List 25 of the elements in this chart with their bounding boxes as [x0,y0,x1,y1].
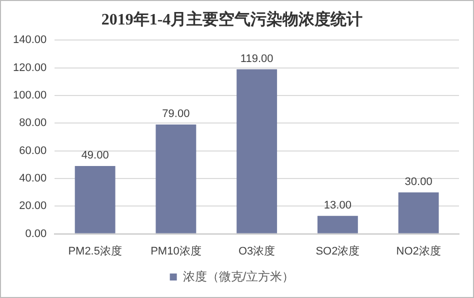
y-tick-label: 120.00 [12,62,47,74]
data-label: 13.00 [324,199,352,212]
data-label: 119.00 [240,52,274,65]
bar [236,69,278,234]
y-tick-label: 60.00 [19,144,47,157]
y-tick-label: 100.00 [12,90,47,102]
x-tick-label: PM10浓度 [150,244,202,258]
data-label: 79.00 [162,108,190,120]
bar [74,166,116,234]
x-tick-label: O3浓度 [238,244,276,258]
bar [317,216,358,234]
y-tick-label: 80.00 [19,117,47,130]
x-tick-label: NO2浓度 [396,244,441,258]
y-tick-label: 20.00 [19,200,47,212]
data-label: 49.00 [81,150,109,162]
bar [156,124,196,234]
bar [398,192,439,234]
chart-title: 2019年1-4月主要空气污染物浓度统计 [101,10,363,29]
y-tick-label: 40.00 [19,172,47,185]
y-tick-label: 0.00 [25,228,47,240]
legend-label: 浓度（微克/立方米） [182,269,294,284]
y-tick-label: 140.00 [12,34,47,46]
data-label: 30.00 [404,176,432,188]
x-tick-label: SO2浓度 [316,244,360,258]
x-tick-label: PM2.5浓度 [68,244,122,258]
